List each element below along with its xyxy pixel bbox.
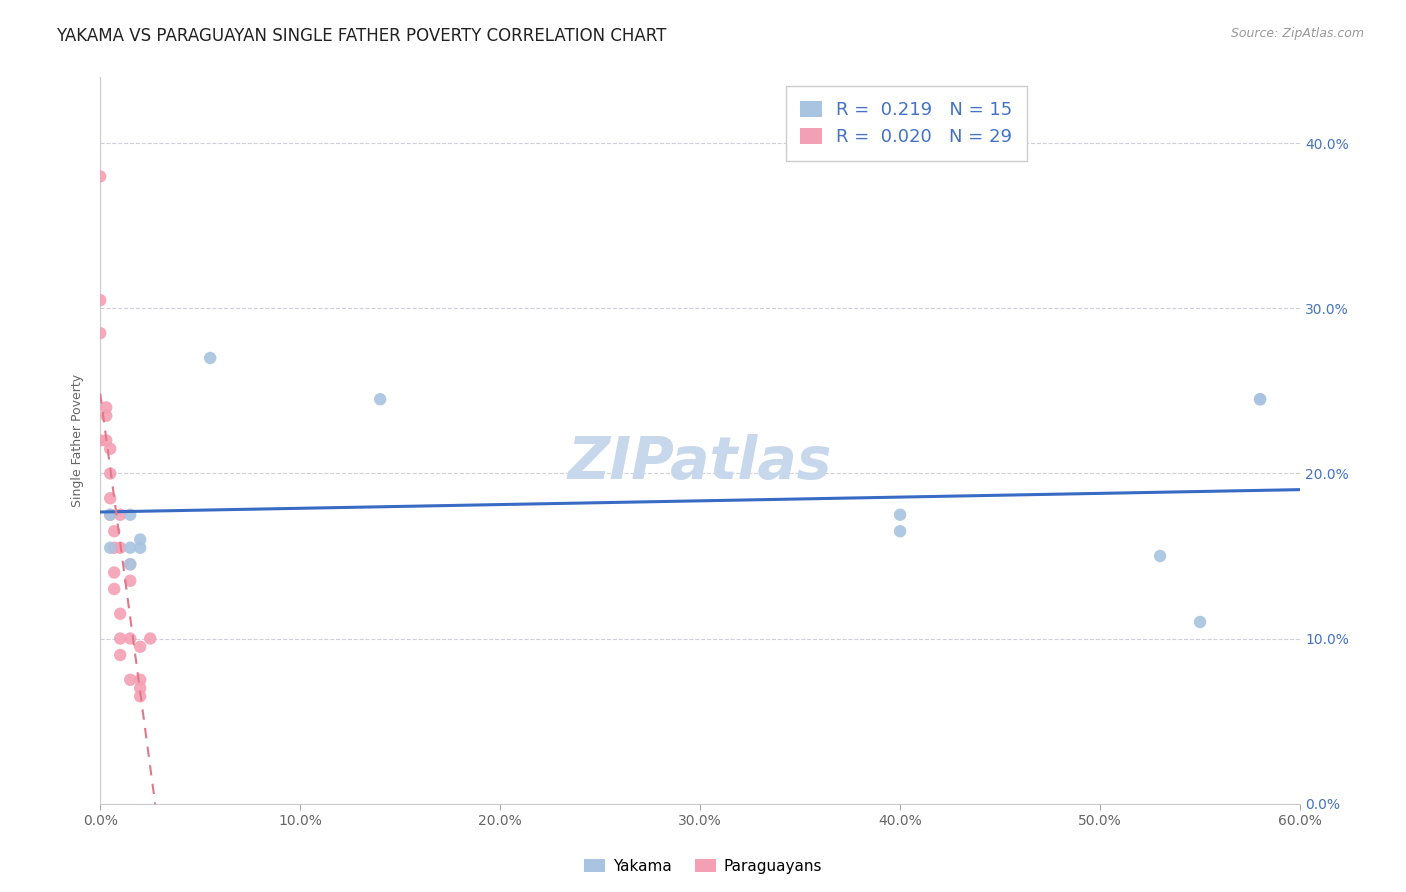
Point [1149, 549, 1171, 563]
Point [103, 541, 125, 555]
Point [368, 392, 391, 407]
Point [108, 632, 131, 646]
Point [129, 541, 152, 555]
Point [1249, 392, 1271, 407]
Point [129, 640, 152, 654]
Point [108, 541, 131, 555]
Point [129, 681, 152, 695]
Point [103, 524, 125, 539]
Point [89, 326, 111, 341]
Text: Source: ZipAtlas.com: Source: ZipAtlas.com [1230, 27, 1364, 40]
Point [108, 648, 131, 662]
Point [89, 434, 111, 448]
Legend: Yakama, Paraguayans: Yakama, Paraguayans [578, 853, 828, 880]
Point [200, 351, 222, 365]
Point [89, 293, 111, 308]
Legend: R =  0.219   N = 15, R =  0.020   N = 29: R = 0.219 N = 15, R = 0.020 N = 29 [786, 87, 1028, 161]
Point [98, 508, 121, 522]
Y-axis label: Single Father Poverty: Single Father Poverty [72, 374, 84, 507]
Point [120, 558, 142, 572]
Point [98, 541, 121, 555]
Point [96, 409, 118, 423]
Point [889, 508, 911, 522]
Point [120, 558, 142, 572]
Point [120, 673, 142, 687]
Point [1249, 392, 1271, 407]
Point [129, 690, 152, 704]
Point [98, 508, 121, 522]
Point [96, 434, 118, 448]
Point [108, 508, 131, 522]
Point [120, 574, 142, 588]
Point [96, 401, 118, 415]
Point [108, 607, 131, 621]
Point [120, 632, 142, 646]
Point [98, 467, 121, 481]
Point [129, 533, 152, 547]
Point [139, 632, 162, 646]
Text: YAKAMA VS PARAGUAYAN SINGLE FATHER POVERTY CORRELATION CHART: YAKAMA VS PARAGUAYAN SINGLE FATHER POVER… [56, 27, 666, 45]
Point [1189, 615, 1212, 629]
Point [120, 508, 142, 522]
Point [120, 541, 142, 555]
Point [103, 582, 125, 596]
Point [889, 524, 911, 539]
Point [103, 566, 125, 580]
Point [98, 491, 121, 506]
Point [98, 442, 121, 456]
Point [89, 169, 111, 184]
Point [129, 673, 152, 687]
Text: ZIPatlas: ZIPatlas [568, 434, 832, 491]
